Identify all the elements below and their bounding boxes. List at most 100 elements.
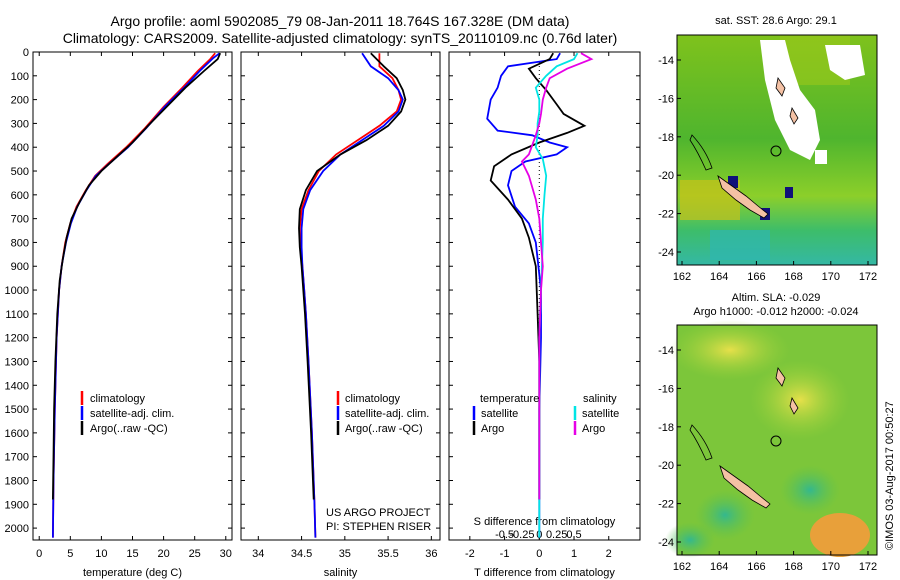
series-line-argoraw xyxy=(298,52,407,500)
vanuatu-island xyxy=(775,77,786,97)
y-tick-label: 1900 xyxy=(5,499,29,511)
new-caledonia-island xyxy=(719,464,771,509)
lon-tick-label: 170 xyxy=(822,271,840,283)
sla-map-frame xyxy=(676,324,878,556)
legend-temperature-heading: temperature xyxy=(480,393,539,405)
x-tick-label: 25 xyxy=(189,548,201,560)
y-tick-label: 500 xyxy=(11,166,29,178)
lon-tick-label: 172 xyxy=(859,561,877,573)
sst-cool-patch xyxy=(710,230,770,260)
reef-contour xyxy=(689,424,713,461)
y-tick-label: 400 xyxy=(11,142,29,154)
x-tick-label: 5 xyxy=(67,548,73,560)
x-tick-label: -2 xyxy=(465,548,475,560)
argo-float-position xyxy=(770,145,782,157)
y-tick-label: 700 xyxy=(11,214,29,226)
s-tick-label: 0.5 xyxy=(566,529,581,541)
x-tick-label: 10 xyxy=(95,548,107,560)
lon-tick-label: 162 xyxy=(673,561,691,573)
s-tick-label: -0.25 xyxy=(509,529,534,541)
lon-tick-label: 168 xyxy=(784,561,802,573)
missing-data-mask xyxy=(815,150,827,164)
salinity-panel: 34 34.5 35 35.5 36 salinity xyxy=(240,51,441,579)
x-axis-label: temperature (deg C) xyxy=(83,567,182,579)
x-tick-label: 36 xyxy=(425,548,437,560)
x-tick-label: 20 xyxy=(157,548,169,560)
y-tick-label: 600 xyxy=(11,190,29,202)
y-tick-label: 1400 xyxy=(5,380,29,392)
y-tick-label: 1700 xyxy=(5,452,29,464)
lat-tick-label: -18 xyxy=(658,132,674,144)
x-tick-label: 34 xyxy=(252,548,264,560)
salinity-legend: climatology satellite-adj. clim. Argo(..… xyxy=(326,391,431,533)
x-axis-label: salinity xyxy=(324,567,358,579)
y-tick-label: 0 xyxy=(23,47,29,59)
sla-map-axes: -14 -16 -18 -20 -22 -24 162 164 166 168 170 172 xyxy=(658,345,877,573)
y-tick-label: 900 xyxy=(11,261,29,273)
x-tick-label: 1 xyxy=(571,548,577,560)
legend-argo-label: Argo(..raw -QC) xyxy=(345,423,423,435)
sst-map-frame xyxy=(676,34,878,266)
legend-satellite-label: satellite-adj. clim. xyxy=(90,408,174,420)
sla-high-anomaly xyxy=(670,320,790,380)
x-tick-label: 35.5 xyxy=(377,548,398,560)
legend-t-satellite-label: satellite xyxy=(481,408,518,420)
lat-tick-label: -18 xyxy=(658,422,674,434)
x-tick-label: 15 xyxy=(126,548,138,560)
sla-low-anomaly xyxy=(695,490,755,540)
project-credit: US ARGO PROJECT xyxy=(326,507,431,519)
x-tick-label: 30 xyxy=(220,548,232,560)
y-tick-label: 100 xyxy=(11,71,29,83)
x-axis-label: T difference from climatology xyxy=(474,567,615,579)
lon-tick-label: 166 xyxy=(747,271,765,283)
temperature-panel: 0100200300400500600700800900100011001200… xyxy=(5,47,233,579)
y-tick-label: 1100 xyxy=(5,309,29,321)
sla-low-anomaly xyxy=(780,465,840,515)
y-tick-label: 1000 xyxy=(5,285,29,297)
lat-tick-label: -22 xyxy=(658,209,674,221)
series-line-t xyxy=(489,52,587,500)
figure-title-line2: Climatology: CARS2009. Satellite-adjuste… xyxy=(62,30,618,46)
y-tick-label: 800 xyxy=(11,237,29,249)
series-line-t xyxy=(486,52,570,538)
sla-map-title-line1: Altim. SLA: -0.029 xyxy=(731,292,821,304)
legend-climatology-label: climatology xyxy=(345,393,401,405)
y-tick-label: 1800 xyxy=(5,475,29,487)
lon-tick-label: 162 xyxy=(673,271,691,283)
profile-panels: 0100200300400500600700800900100011001200… xyxy=(5,47,641,579)
sst-map-axes: -14 -16 -18 -20 -22 -24 162 164 166 168 170 172 xyxy=(658,55,877,283)
y-tick-label: 300 xyxy=(11,118,29,130)
y-tick-label: 2000 xyxy=(5,523,29,535)
lat-tick-label: -22 xyxy=(658,499,674,511)
sla-high-anomaly xyxy=(810,513,870,557)
lon-tick-label: 168 xyxy=(784,271,802,283)
lon-tick-label: 170 xyxy=(822,561,840,573)
lat-tick-label: -20 xyxy=(658,170,674,182)
lat-tick-label: -20 xyxy=(658,460,674,472)
lat-tick-label: -16 xyxy=(658,383,674,395)
series-line-argoraw xyxy=(52,52,222,500)
s-tick-label: 0.25 xyxy=(546,529,567,541)
lon-tick-label: 164 xyxy=(710,561,728,573)
legend-satellite-label: satellite-adj. clim. xyxy=(345,408,429,420)
legend-t-argo-label: Argo xyxy=(481,423,504,435)
temperature-legend: climatology satellite-adj. clim. Argo(..… xyxy=(80,391,174,435)
new-caledonia-island xyxy=(717,174,769,219)
legend-s-argo-label: Argo xyxy=(582,423,605,435)
difference-panel: -2 -1 0 1 2 T difference from climatology -0.5… xyxy=(448,51,641,579)
s-tick-label: -0.5 xyxy=(495,529,514,541)
lon-tick-label: 172 xyxy=(859,271,877,283)
sla-map: -14 -16 -18 -20 -22 -24 162 164 166 168 170 172 xyxy=(658,320,878,573)
x-tick-label: -1 xyxy=(500,548,510,560)
sst-map: -14 -16 -18 -20 -22 -24 162 164 166 168 170 172 xyxy=(658,34,878,283)
lat-tick-label: -16 xyxy=(658,93,674,105)
legend-climatology-label: climatology xyxy=(90,393,146,405)
lon-tick-label: 164 xyxy=(710,271,728,283)
x-tick-label: 34.5 xyxy=(291,548,312,560)
plot-frame xyxy=(448,51,641,541)
plot-frame xyxy=(240,51,441,541)
y-tick-label: 1200 xyxy=(5,333,29,345)
s-axis-label: S difference from climatology xyxy=(474,516,616,528)
plot-frame xyxy=(32,51,233,541)
sst-map-title: sat. SST: 28.6 Argo: 29.1 xyxy=(715,15,837,27)
